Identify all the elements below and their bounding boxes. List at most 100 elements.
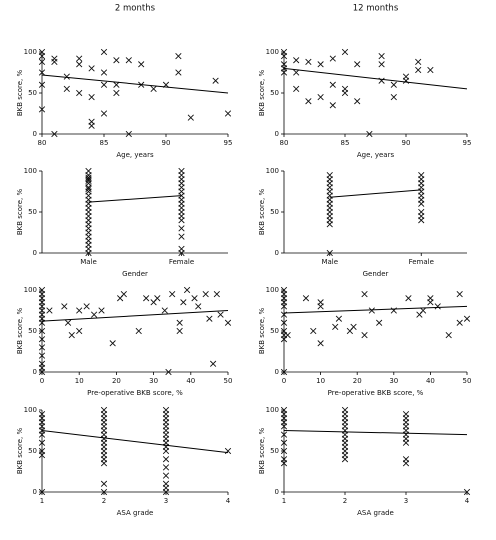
y-tick-label: 0: [275, 249, 279, 257]
x-tick-label: 90: [162, 139, 171, 147]
point: [169, 290, 176, 298]
point: [202, 290, 209, 298]
y-tick-label: 50: [28, 327, 37, 335]
trend-line: [283, 305, 468, 314]
point: [38, 439, 46, 446]
point: [38, 431, 46, 438]
trend-line: [329, 189, 422, 198]
y-tick-label: 100: [266, 167, 279, 175]
point: [224, 110, 232, 117]
point: [402, 439, 410, 446]
x-tick-label: Female: [169, 258, 194, 266]
point: [463, 315, 471, 322]
x-tick-label: 0: [282, 377, 286, 385]
point: [178, 249, 185, 257]
point: [38, 81, 46, 88]
panel: 0 50 100 BKB score, % Gender Male Female: [16, 167, 228, 278]
point: [90, 311, 98, 318]
point: [100, 48, 108, 56]
point: [61, 303, 68, 310]
x-axis-label: ASA grade: [117, 509, 154, 517]
x-tick-label: 2: [102, 497, 106, 505]
x-tick-label: 85: [341, 139, 350, 147]
point: [402, 73, 410, 80]
x-tick-label: 85: [100, 139, 109, 147]
trend-line: [41, 74, 229, 94]
x-tick-label: 10: [316, 377, 325, 385]
y-axis-label: BKB score, %: [16, 307, 24, 354]
y-tick-label: 0: [33, 249, 37, 257]
x-tick-label: 20: [112, 377, 121, 385]
point: [38, 451, 46, 459]
trend-line: [88, 195, 182, 203]
point: [76, 61, 83, 68]
point: [415, 66, 422, 74]
point: [335, 315, 343, 322]
point: [405, 295, 412, 302]
point: [154, 295, 161, 302]
point: [224, 319, 232, 326]
point: [162, 464, 170, 471]
point: [183, 286, 191, 294]
point: [210, 360, 217, 367]
point: [366, 130, 373, 138]
point: [38, 106, 46, 113]
point: [293, 85, 300, 93]
panel-title: 12 months: [353, 4, 399, 14]
point: [150, 85, 157, 93]
point: [317, 340, 324, 347]
point: [100, 69, 108, 76]
point: [361, 331, 368, 339]
point: [317, 61, 324, 68]
x-tick-label: 10: [75, 377, 84, 385]
point: [46, 307, 53, 314]
x-tick-label: 50: [224, 377, 233, 385]
x-tick-label: 4: [465, 497, 470, 505]
point: [376, 319, 383, 326]
point: [302, 295, 310, 302]
point: [178, 225, 185, 232]
point: [280, 319, 288, 326]
point: [354, 61, 361, 68]
y-tick-label: 100: [266, 286, 279, 294]
x-tick-label: 3: [404, 497, 408, 505]
point: [176, 319, 183, 326]
point: [85, 185, 92, 193]
point: [109, 340, 116, 347]
point: [280, 303, 288, 310]
point: [38, 69, 46, 76]
point: [427, 299, 434, 306]
y-tick-label: 0: [33, 488, 37, 496]
trend-line: [283, 67, 468, 90]
point: [76, 89, 83, 97]
x-tick-label: 95: [224, 139, 233, 147]
y-tick-label: 50: [270, 89, 279, 97]
y-tick-label: 100: [24, 406, 37, 414]
point: [175, 69, 182, 76]
y-tick-label: 50: [270, 208, 279, 216]
point: [98, 307, 105, 314]
point: [38, 488, 46, 496]
point: [213, 290, 220, 298]
point: [305, 98, 312, 105]
y-tick-label: 50: [28, 447, 37, 455]
point: [305, 58, 312, 65]
x-tick-label: 40: [426, 377, 435, 385]
point: [76, 55, 83, 62]
x-axis-label: Pre-operative BKB score, %: [328, 389, 424, 397]
x-tick-label: 3: [164, 497, 168, 505]
point: [329, 81, 336, 88]
y-tick-label: 50: [270, 447, 279, 455]
x-tick-label: 40: [186, 377, 195, 385]
point: [165, 368, 172, 376]
point: [415, 58, 422, 65]
x-axis-label: Gender: [363, 270, 389, 278]
point: [191, 295, 198, 302]
point: [329, 102, 336, 109]
point: [68, 331, 75, 339]
point: [38, 368, 46, 376]
point: [280, 460, 288, 467]
point: [85, 249, 92, 257]
point: [83, 303, 90, 310]
